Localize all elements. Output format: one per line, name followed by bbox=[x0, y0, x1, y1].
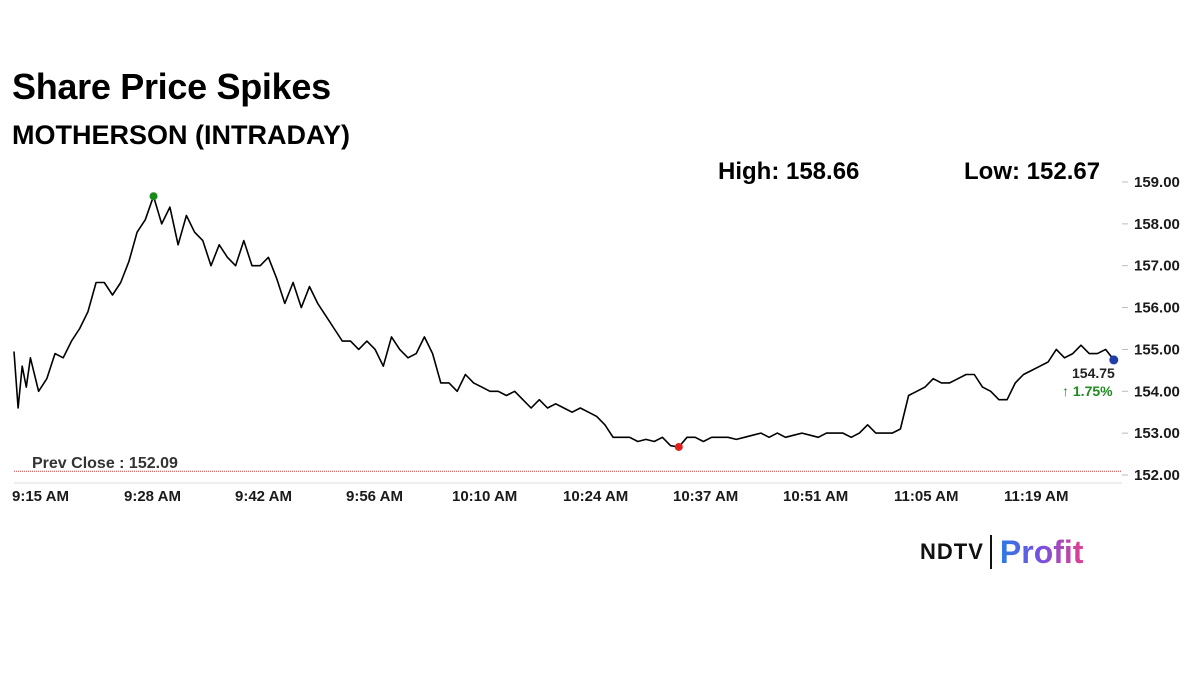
y-tick-label: 152.00 bbox=[1134, 467, 1180, 484]
x-tick-label: 10:37 AM bbox=[673, 488, 738, 505]
y-axis: 152.00 153.00 154.00 155.00 156.00 157.00 158.… bbox=[1122, 174, 1180, 484]
logo-profit-text: Profit bbox=[999, 533, 1084, 570]
change-percent-label: ↑ 1.75% bbox=[1062, 383, 1113, 399]
y-tick-label: 158.00 bbox=[1134, 216, 1180, 233]
x-tick-label: 10:10 AM bbox=[452, 488, 517, 505]
high-marker bbox=[149, 192, 158, 201]
y-tick-label: 154.00 bbox=[1134, 383, 1180, 400]
last-price-marker bbox=[1109, 355, 1119, 365]
price-line bbox=[13, 195, 1115, 448]
x-tick-label: 10:24 AM bbox=[563, 488, 628, 505]
x-tick-label: 10:51 AM bbox=[783, 488, 848, 505]
x-axis: 9:15 AM 9:28 AM 9:42 AM 9:56 AM 10:10 AM 10:2… bbox=[12, 482, 1122, 505]
high-stat: High: 158.66 bbox=[718, 158, 860, 185]
ndtv-profit-logo: NDTV Profit bbox=[920, 532, 1083, 572]
x-tick-label: 9:15 AM bbox=[12, 488, 69, 505]
low-stat: Low: 152.67 bbox=[964, 158, 1101, 185]
x-tick-label: 11:19 AM bbox=[1004, 488, 1068, 505]
chart-subtitle: MOTHERSON (INTRADAY) bbox=[12, 120, 351, 150]
y-tick-label: 159.00 bbox=[1134, 174, 1180, 191]
x-tick-label: 9:42 AM bbox=[235, 488, 292, 505]
chart-title: Share Price Spikes bbox=[12, 66, 331, 107]
y-tick-label: 155.00 bbox=[1134, 341, 1180, 358]
x-tick-label: 11:05 AM bbox=[894, 488, 958, 505]
low-marker bbox=[674, 442, 683, 451]
prev-close-label: Prev Close : 152.09 bbox=[32, 455, 178, 472]
logo-ndtv-text: NDTV bbox=[920, 539, 984, 564]
y-tick-label: 153.00 bbox=[1134, 425, 1180, 442]
x-tick-label: 9:56 AM bbox=[346, 488, 403, 505]
x-tick-label: 9:28 AM bbox=[124, 488, 181, 505]
y-tick-label: 157.00 bbox=[1134, 258, 1180, 275]
last-price-label: 154.75 bbox=[1072, 365, 1115, 381]
logo-divider bbox=[989, 535, 992, 569]
y-tick-label: 156.00 bbox=[1134, 300, 1180, 317]
